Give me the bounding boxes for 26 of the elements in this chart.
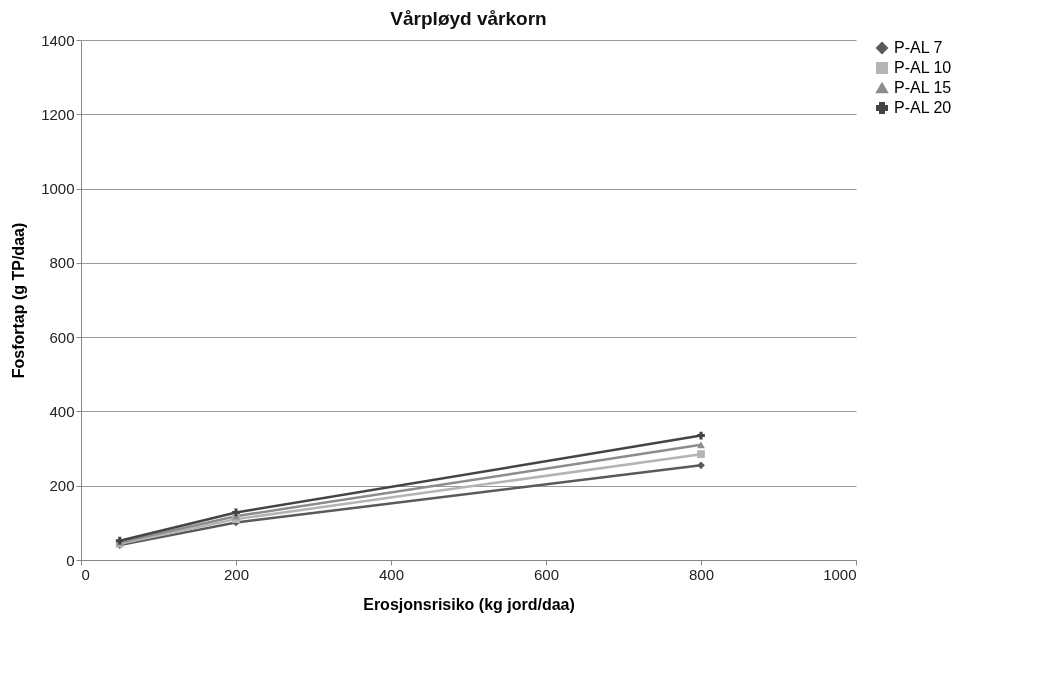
- x-tick-label: 600: [533, 565, 560, 583]
- point: [697, 441, 705, 449]
- y-tick-label: 800: [49, 254, 75, 272]
- legend-label: P-AL 7: [894, 39, 943, 56]
- y-tick-label: 1000: [41, 180, 75, 198]
- y-tick-label: 600: [49, 328, 75, 346]
- y-tick-label: 200: [49, 477, 75, 495]
- y-tick-label: 400: [49, 402, 75, 420]
- x-tick-label: 800: [688, 565, 715, 583]
- y-tick-label: 1400: [41, 31, 75, 49]
- legend-label: P-AL 10: [894, 59, 952, 76]
- y-tick-label: 0: [66, 551, 75, 569]
- point: [232, 508, 240, 517]
- legend-label: P-AL 20: [894, 99, 952, 116]
- y-axis-title: Fosfortap (g TP/daa): [10, 222, 28, 379]
- x-tick-label: 200: [223, 565, 250, 583]
- x-axis-title: Erosjonsrisiko (kg jord/daa): [363, 595, 575, 613]
- point: [697, 450, 705, 459]
- x-tick-label: 1000: [823, 565, 857, 583]
- legend-label: P-AL 15: [894, 79, 952, 96]
- point: [697, 461, 705, 470]
- point: [697, 431, 705, 440]
- x-tick-label: 0: [81, 565, 90, 583]
- y-tick-label: 1200: [41, 105, 75, 123]
- chart-title: Vårpløyd vårkorn: [390, 8, 547, 29]
- x-tick-label: 400: [378, 565, 405, 583]
